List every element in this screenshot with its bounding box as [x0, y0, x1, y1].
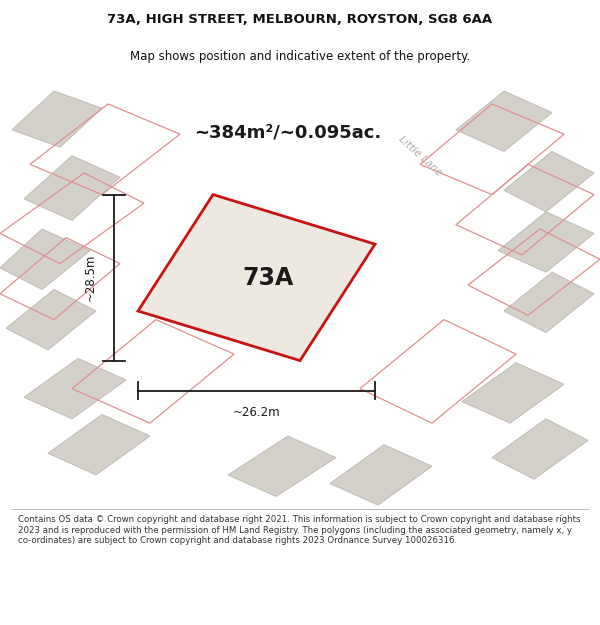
Polygon shape	[504, 151, 594, 212]
Polygon shape	[0, 78, 600, 509]
Text: ~26.2m: ~26.2m	[233, 406, 280, 419]
Polygon shape	[0, 242, 372, 509]
Text: Little Lane: Little Lane	[397, 134, 443, 178]
Text: Contains OS data © Crown copyright and database right 2021. This information is : Contains OS data © Crown copyright and d…	[18, 515, 581, 545]
Polygon shape	[330, 445, 432, 505]
Text: ~384m²/~0.095ac.: ~384m²/~0.095ac.	[194, 123, 382, 141]
Polygon shape	[6, 289, 96, 350]
Polygon shape	[228, 436, 336, 496]
Polygon shape	[12, 91, 102, 147]
Polygon shape	[504, 272, 594, 332]
Polygon shape	[462, 362, 564, 423]
Polygon shape	[24, 156, 120, 221]
Polygon shape	[0, 229, 90, 289]
Polygon shape	[498, 212, 594, 272]
Polygon shape	[24, 358, 126, 419]
Text: Map shows position and indicative extent of the property.: Map shows position and indicative extent…	[130, 50, 470, 62]
Text: ~28.5m: ~28.5m	[83, 254, 97, 301]
Text: 73A: 73A	[243, 266, 294, 289]
Polygon shape	[492, 419, 588, 479]
Polygon shape	[228, 78, 600, 346]
Polygon shape	[456, 91, 552, 151]
Polygon shape	[138, 194, 375, 361]
Polygon shape	[48, 414, 150, 475]
Text: 73A, HIGH STREET, MELBOURN, ROYSTON, SG8 6AA: 73A, HIGH STREET, MELBOURN, ROYSTON, SG8…	[107, 13, 493, 26]
